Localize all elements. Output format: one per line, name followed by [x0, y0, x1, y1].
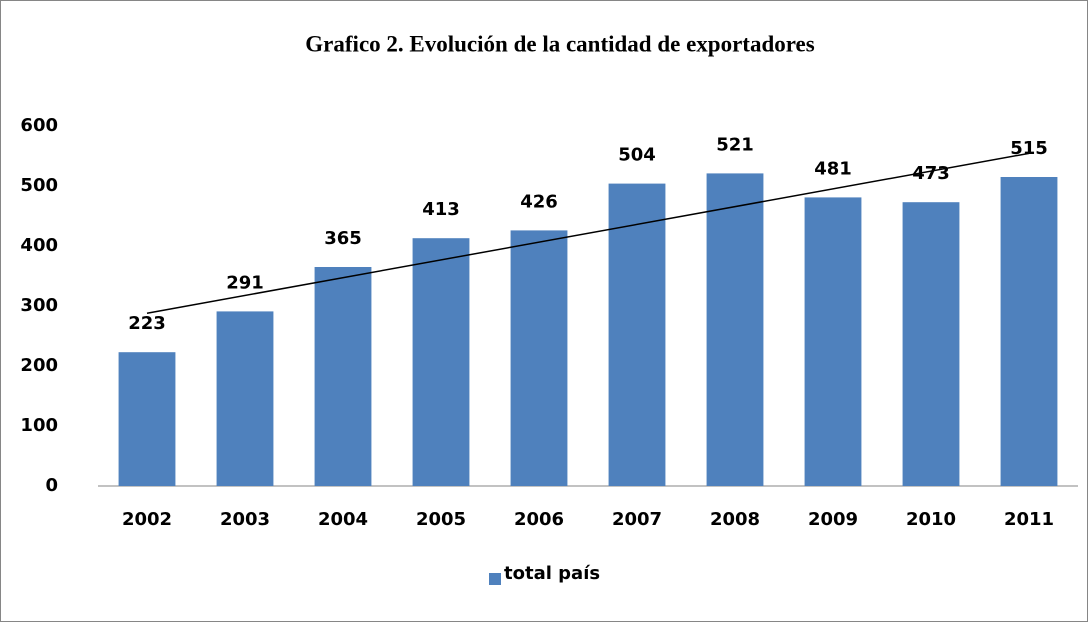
bar	[216, 311, 274, 486]
bar	[1000, 177, 1058, 486]
data-label: 481	[814, 158, 852, 179]
legend-swatch	[489, 573, 501, 585]
chart-title: Grafico 2. Evolución de la cantidad de e…	[305, 31, 814, 56]
data-label: 291	[226, 272, 264, 293]
bar	[314, 267, 372, 486]
x-tick-label: 2005	[416, 509, 466, 530]
data-label: 413	[422, 199, 460, 220]
x-tick-label: 2003	[220, 509, 270, 530]
data-label: 504	[618, 145, 656, 166]
x-tick-label: 2010	[906, 509, 956, 530]
data-label: 365	[324, 228, 362, 249]
bar	[412, 238, 470, 486]
bar	[902, 202, 960, 486]
legend-label: total país	[504, 563, 600, 584]
trendline	[146, 152, 1030, 314]
data-label: 223	[128, 313, 166, 334]
data-label: 473	[912, 163, 950, 184]
x-tick-label: 2002	[122, 509, 172, 530]
bar	[804, 197, 862, 486]
x-tick-label: 2009	[808, 509, 858, 530]
x-tick-label: 2004	[318, 509, 368, 530]
y-tick-label: 500	[20, 175, 58, 196]
bar	[510, 230, 568, 486]
y-tick-label: 400	[20, 235, 58, 256]
bar	[608, 183, 666, 486]
bar	[118, 352, 176, 486]
x-tick-label: 2006	[514, 509, 564, 530]
x-tick-label: 2011	[1004, 509, 1054, 530]
y-tick-label: 100	[20, 415, 58, 436]
data-label: 515	[1010, 138, 1048, 159]
y-tick-label: 600	[20, 115, 58, 136]
data-label: 521	[716, 134, 754, 155]
x-tick-label: 2007	[612, 509, 662, 530]
bar	[706, 173, 764, 486]
data-label: 426	[520, 191, 558, 212]
x-tick-label: 2008	[710, 509, 760, 530]
y-tick-label: 200	[20, 355, 58, 376]
y-tick-label: 0	[45, 475, 58, 496]
y-tick-label: 300	[20, 295, 58, 316]
